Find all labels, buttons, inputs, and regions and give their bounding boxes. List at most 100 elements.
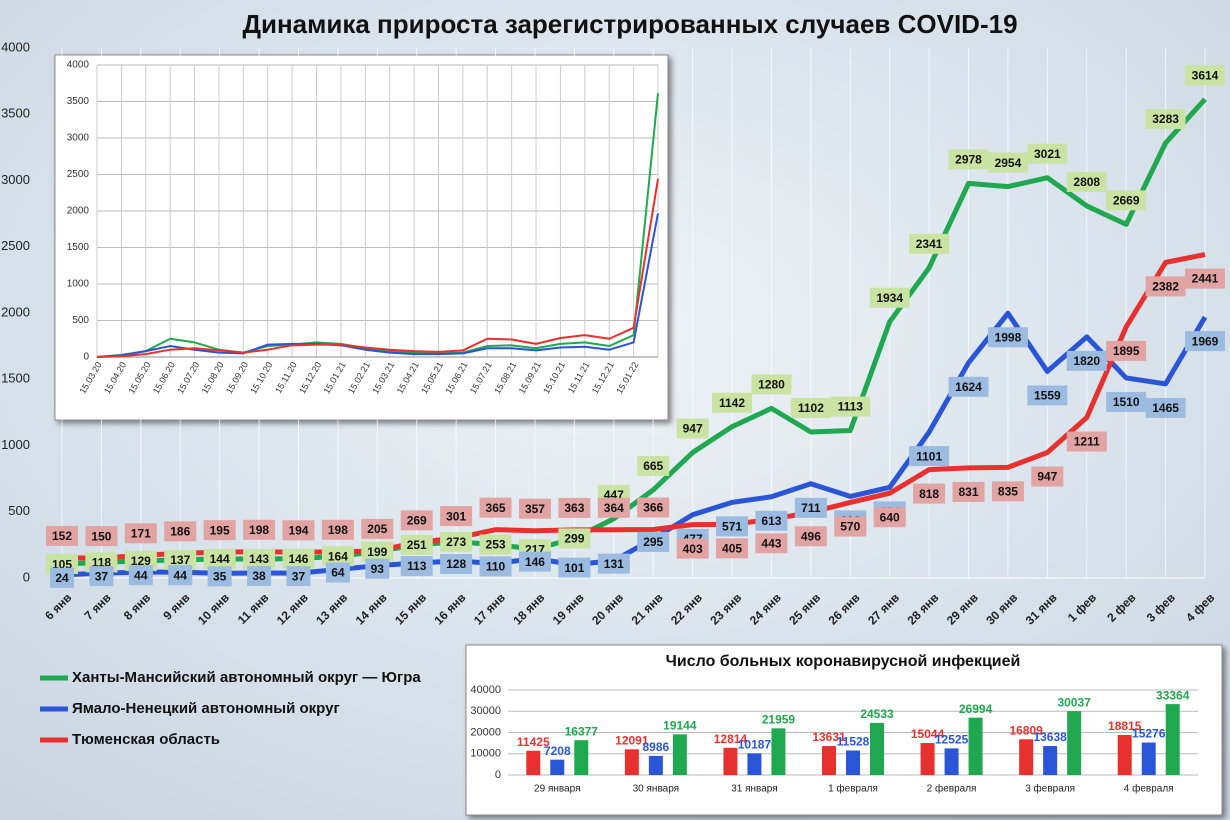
- data-label: 1280: [758, 378, 785, 392]
- data-label: 273: [446, 535, 466, 549]
- label-box: [637, 531, 670, 552]
- label-box: [790, 397, 831, 418]
- y-tick-label: 30000: [470, 705, 501, 717]
- data-label: 2808: [1073, 175, 1100, 189]
- label-box: [365, 558, 390, 579]
- bar: [526, 750, 541, 775]
- label-box: [46, 525, 78, 546]
- data-label: 2441: [1192, 272, 1219, 286]
- x-tick-label: 4 февраля: [1124, 783, 1174, 795]
- data-label: 15276: [1132, 727, 1166, 741]
- label-box: [164, 549, 197, 570]
- y-tick-label: 4000: [67, 60, 90, 71]
- data-label: 35: [213, 570, 227, 584]
- label-box: [440, 531, 473, 552]
- label-box: [124, 523, 157, 544]
- label-box: [597, 497, 630, 518]
- legend-label: Тюменская область: [72, 731, 220, 748]
- data-label: 1102: [798, 401, 824, 415]
- data-label: 1820: [1073, 354, 1100, 368]
- label-box: [716, 538, 749, 559]
- y-tick-label: 1000: [1, 437, 30, 452]
- label-box: [751, 374, 792, 395]
- y-tick-label: 3500: [67, 96, 90, 107]
- data-label: 38: [252, 569, 266, 583]
- series-line: [96, 178, 659, 358]
- data-label: 269: [407, 514, 427, 528]
- data-label: 253: [486, 538, 506, 552]
- data-label: 16377: [565, 724, 599, 738]
- data-label: 186: [170, 525, 190, 539]
- bar: [574, 740, 589, 775]
- data-label: 1559: [1034, 389, 1061, 403]
- label-box: [1145, 397, 1186, 418]
- label-box: [1066, 171, 1107, 192]
- data-label: 1895: [1113, 344, 1140, 358]
- label-box: [1027, 143, 1068, 164]
- label-box: [712, 392, 753, 413]
- label-box: [909, 446, 950, 467]
- data-label: 831: [959, 485, 979, 499]
- data-label: 195: [210, 523, 230, 537]
- data-label: 198: [249, 523, 269, 537]
- data-label: 1510: [1113, 395, 1140, 409]
- label-box: [243, 549, 276, 570]
- label-box: [558, 557, 591, 578]
- bar: [1117, 735, 1132, 775]
- data-label: 131: [604, 557, 624, 571]
- data-label: 146: [288, 552, 308, 566]
- data-label: 365: [486, 501, 506, 515]
- label-box: [203, 520, 236, 541]
- data-label: 363: [564, 501, 584, 515]
- label-box: [830, 396, 871, 417]
- data-label: 24533: [860, 707, 894, 721]
- label-box: [89, 566, 114, 587]
- data-label: 1465: [1152, 401, 1179, 415]
- data-label: 8986: [643, 740, 670, 754]
- data-label: 113: [407, 559, 427, 573]
- data-label: 15044: [911, 727, 945, 741]
- y-tick-label: 2500: [1, 238, 30, 253]
- label-box: [440, 554, 473, 575]
- label-box: [558, 528, 591, 549]
- data-label: 146: [525, 555, 545, 569]
- data-label: 1624: [955, 380, 982, 394]
- label-box: [1185, 65, 1225, 86]
- data-label: 818: [919, 487, 939, 501]
- chart-title: Динамика прироста зарегистрированных слу…: [242, 9, 1017, 39]
- data-label: 1142: [719, 396, 745, 410]
- label-box: [676, 538, 709, 559]
- data-label: 64: [331, 566, 345, 580]
- data-label: 364: [604, 501, 624, 515]
- bar: [1141, 742, 1156, 775]
- y-tick-label: 500: [8, 503, 30, 518]
- data-label: 144: [210, 552, 230, 566]
- chart-title: Число больных коронавирусной инфекцией: [666, 653, 1021, 670]
- label-box: [518, 498, 551, 519]
- data-label: 613: [761, 514, 781, 528]
- bar: [1165, 704, 1180, 775]
- y-tick-label: 40000: [470, 684, 501, 696]
- series-line: [96, 93, 659, 358]
- data-label: 26994: [959, 702, 993, 716]
- data-label: 570: [840, 520, 860, 534]
- data-label: 118: [92, 556, 112, 570]
- data-label: 2978: [955, 153, 982, 167]
- data-label: 2341: [916, 237, 943, 251]
- data-label: 37: [95, 569, 109, 583]
- y-tick-label: 3500: [1, 106, 30, 121]
- label-box: [400, 556, 433, 577]
- label-box: [479, 497, 512, 518]
- inset-panel: [54, 54, 669, 421]
- label-box: [247, 565, 272, 586]
- legend-label: Ямало-Ненецкий автономный округ: [72, 700, 340, 717]
- data-label: 301: [446, 509, 466, 523]
- data-label: 7208: [544, 744, 571, 758]
- data-label: 199: [367, 545, 387, 559]
- data-label: 443: [761, 536, 781, 550]
- data-label: 403: [683, 542, 703, 556]
- label-box: [1066, 431, 1107, 452]
- label-box: [321, 546, 354, 567]
- label-box: [1185, 331, 1225, 352]
